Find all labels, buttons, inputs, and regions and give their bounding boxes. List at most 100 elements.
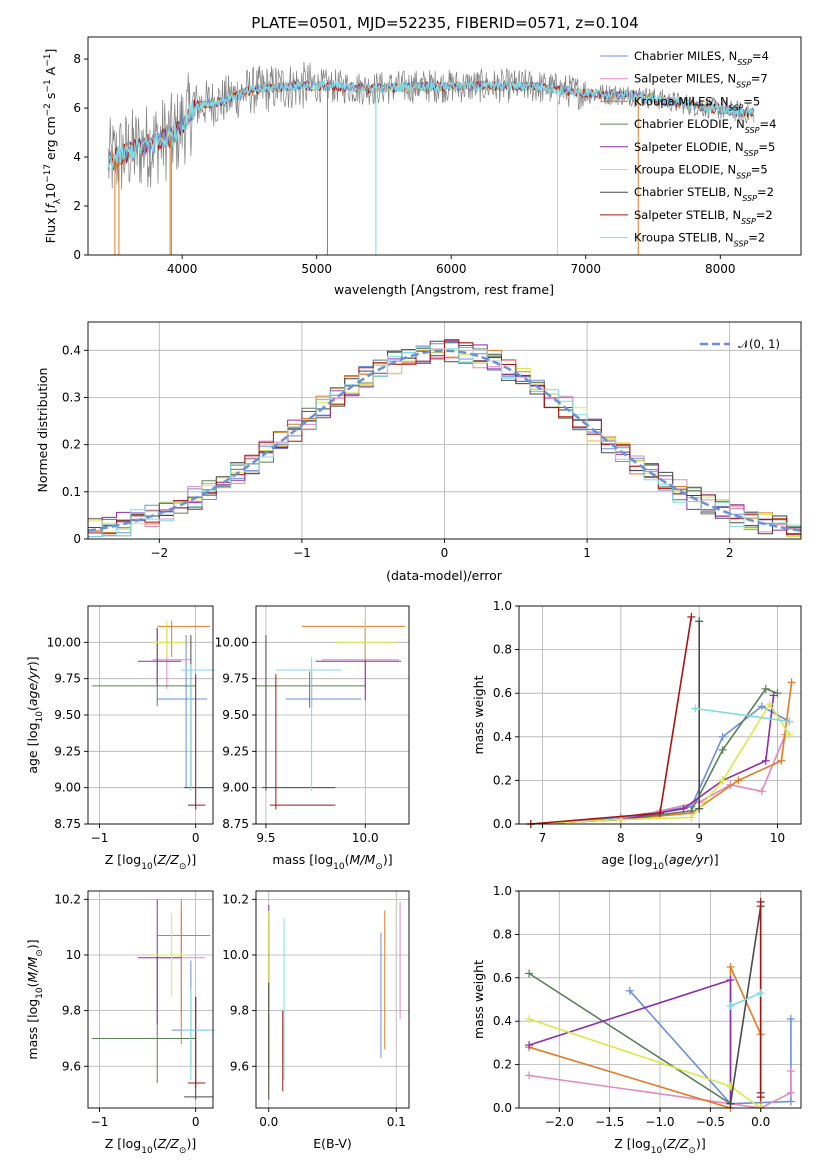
residual-histogram-panel: −2 −1 0 1 2 0 0.1 0.2 0.3 0.4 (data-model)/error No… [35, 321, 802, 583]
point-chabrier-stelib [184, 635, 213, 789]
y-tick-label: 9.50 [222, 708, 249, 722]
model-spectrum-kroupa-stelib [107, 79, 755, 170]
label-part: age/yr [669, 852, 710, 867]
legend-entry-chabrier-elodie: Chabrier ELODIE, NSSP=4 [634, 117, 776, 135]
label-part: ⊙ [375, 862, 383, 872]
label-part: age [log [601, 852, 652, 867]
legend-count: =4 [760, 117, 777, 131]
point-salpeter-stelib [188, 996, 206, 1089]
point-kroupa-stelib [181, 988, 215, 1081]
legend-model: Kroupa ELODIE, N [634, 163, 736, 177]
y-tick-label: 10.00 [215, 635, 249, 649]
x-tick-label: −1 [91, 831, 109, 845]
point-chabrier-elodie [91, 954, 196, 1083]
label-part: 10 [653, 862, 665, 872]
y-tick-label: 0 [73, 248, 81, 262]
y-tick-label: 9.8 [62, 1004, 81, 1018]
legend-model: Chabrier MILES, N [634, 49, 737, 63]
x-tick-label: 4000 [167, 262, 198, 276]
point-chabrier-stelib [184, 996, 213, 1100]
series-line [530, 705, 790, 825]
legend-entry-gaussian: 𝒩(0, 1) [738, 337, 780, 351]
y-tick-label: 0.2 [493, 773, 512, 787]
y-tick-label: 0.6 [493, 686, 512, 700]
label-part: (data-model)/error [386, 568, 503, 583]
x-axis-label: wavelength [Angstrom, rest frame] [334, 282, 554, 297]
legend-model: Chabrier ELODIE, N [634, 117, 745, 131]
plot-area [91, 899, 215, 1100]
label-part: −1 [43, 79, 53, 92]
axes-frame [87, 605, 214, 825]
histogram-kroupa-stelib [88, 345, 801, 538]
x-tick-label: −1 [91, 1115, 109, 1129]
label-part: Normed distribution [35, 368, 50, 493]
legend-entry-salpeter-miles: Salpeter MILES, NSSP=7 [634, 72, 768, 90]
label-part: 10 [43, 183, 58, 199]
y-tick-label: 0.2 [493, 1058, 512, 1072]
label-part: ⊙ [179, 1146, 187, 1156]
label-part: mass weight [471, 960, 486, 1039]
y-tick-label: 4 [73, 150, 81, 164]
legend-count: =7 [751, 72, 768, 86]
label-part: )] [709, 852, 719, 867]
x-axis-label: age [log10(age/yr)] [601, 852, 718, 872]
point-chabrier-elodie [256, 671, 366, 708]
label-part: Z/Z [157, 1136, 180, 1151]
y-tick-label: 9.8 [230, 1004, 249, 1018]
label-part: )] [186, 1136, 196, 1151]
series-salpeter-elodie [525, 975, 735, 1108]
label-part: ⊙ [179, 862, 187, 872]
y-axis-label: mass weight [471, 675, 486, 754]
y-tick-label: 0 [73, 532, 81, 546]
point-kroupa-miles [157, 620, 211, 657]
legend-count: =5 [758, 140, 775, 154]
y-tick-label: 0.1 [62, 485, 81, 499]
x-tick-label: −1.0 [645, 1115, 674, 1129]
label-part: −2 [43, 103, 53, 116]
label-part: ( [153, 852, 158, 867]
label-part: ( [25, 706, 40, 711]
series-kroupa-miles [525, 962, 765, 1112]
y-tick-label: 10.00 [47, 635, 81, 649]
x-tick-label: 8 [617, 831, 625, 845]
x-tick-label: −0.5 [696, 1115, 725, 1129]
series-salpeter-elodie [526, 691, 778, 828]
spectrum-panel: 4000 5000 6000 7000 8000 0 2 4 6 8 wavelength [Ang… [43, 36, 802, 297]
label-part: erg cm [43, 116, 58, 164]
label-part: M/M [25, 956, 40, 982]
series-line [528, 1071, 792, 1109]
x-axis-label: Z [log10(Z/Z⊙)] [105, 1136, 196, 1156]
label-part: ⊙ [688, 1146, 696, 1156]
legend-sub: SSP [737, 58, 752, 67]
series-kroupa-elodie [525, 1015, 765, 1112]
legend-count: =5 [751, 163, 768, 177]
x-tick-label: 0.0 [751, 1115, 770, 1129]
x-tick-label: 6000 [436, 262, 467, 276]
label-part: Z [log [614, 1136, 650, 1151]
x-tick-label: −2.0 [545, 1115, 574, 1129]
y-tick-label: 0.4 [493, 730, 512, 744]
label-part: ] [43, 49, 58, 54]
plot-area [107, 61, 755, 255]
label-part: Flux [ [43, 209, 58, 244]
label-part: mass weight [471, 675, 486, 754]
legend-sub: SSP [742, 194, 757, 203]
point-kroupa-miles [301, 620, 406, 660]
x-tick-label: −1 [293, 546, 311, 560]
label-part: −17 [43, 164, 53, 183]
label-part: )] [25, 656, 40, 666]
label-part: ⊙ [35, 949, 45, 957]
label-part: mass [log [25, 999, 40, 1060]
legend-model: Kroupa MILES, N [634, 94, 729, 108]
series-chabrier-elodie [526, 684, 782, 828]
label-part: 10 [651, 1146, 663, 1156]
axes-frame [518, 890, 802, 1109]
y-tick-label: 9.6 [230, 1059, 249, 1073]
x-tick-label: 0 [192, 831, 200, 845]
y-tick-label: 10.0 [222, 948, 249, 962]
y-tick-label: 2 [73, 199, 81, 213]
x-tick-label: 5000 [301, 262, 332, 276]
mass-weight-vs-metallicity-panel: −2.0 −1.5 −1.0 −0.5 0.0 0.0 0.2 0.4 0.6 0.8 1.0 Z [… [471, 884, 802, 1156]
label-part: 10 [141, 862, 153, 872]
